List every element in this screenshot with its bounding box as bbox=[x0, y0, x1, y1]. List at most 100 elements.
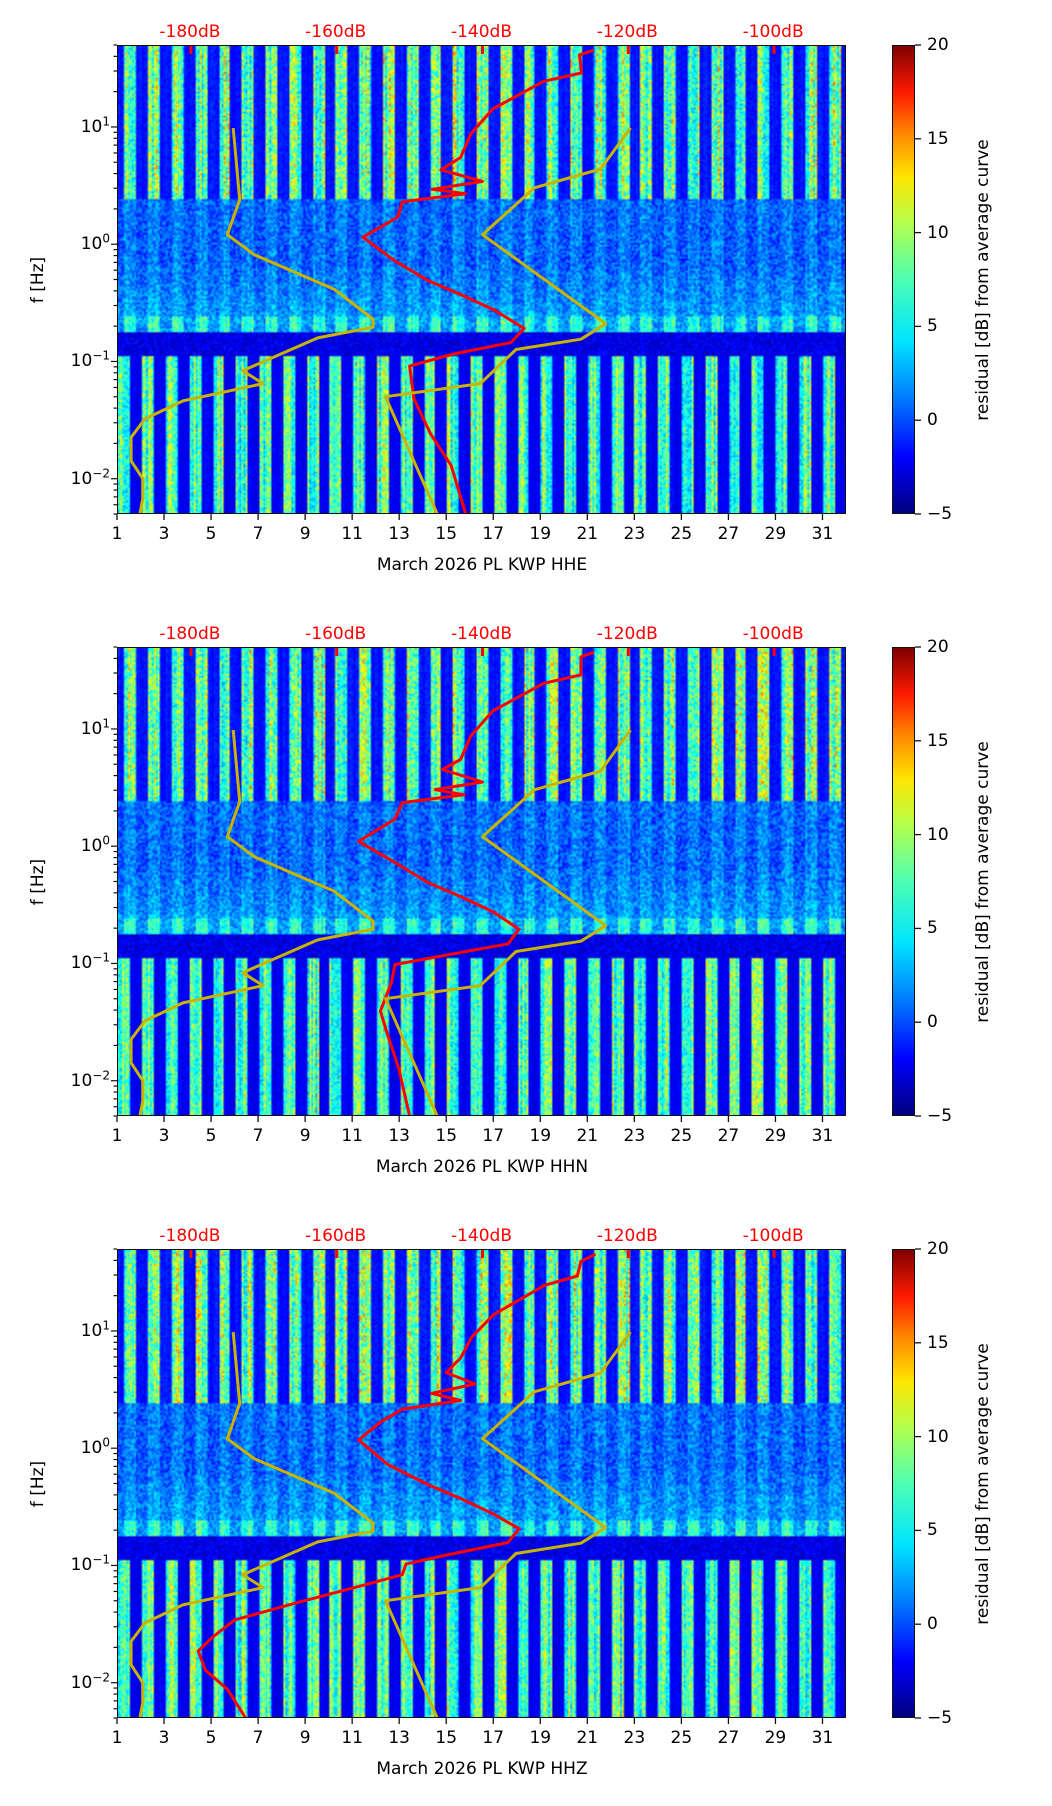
y-tick-base: 10 bbox=[80, 836, 103, 857]
top-axis-db-label: -140dB bbox=[450, 1226, 513, 1246]
y-tick-label: 10−2 bbox=[71, 466, 110, 489]
low-noise-model-line bbox=[129, 1331, 375, 1717]
y-tick-exponent: −2 bbox=[92, 1670, 110, 1685]
y-tick-base: 10 bbox=[70, 1672, 93, 1693]
average-curve-line bbox=[361, 48, 595, 513]
x-tick-label: 19 bbox=[529, 524, 552, 544]
spectrogram-plot-area bbox=[117, 45, 846, 514]
x-axis-label: March 2026 PL KWP HHZ bbox=[376, 1759, 588, 1779]
x-tick-label: 21 bbox=[576, 1728, 599, 1748]
low-noise-model-line bbox=[129, 127, 375, 513]
y-tick-label: 10−1 bbox=[71, 951, 110, 974]
colorbar-tick-label: −5 bbox=[927, 1708, 953, 1728]
chart-panel: -180dB -160dB -140dB -120dB -100dB 1 3 5 7 9 11 13 1… bbox=[0, 0, 1052, 602]
top-axis-db-label: -180dB bbox=[159, 22, 221, 42]
y-tick-exponent: 0 bbox=[102, 1435, 110, 1450]
chart-panel: -180dB -160dB -140dB -120dB -100dB 1 3 5 7 9 11 13 1… bbox=[0, 602, 1052, 1204]
spectrogram-plot-area bbox=[117, 647, 846, 1116]
top-axis-db-label: -100dB bbox=[742, 22, 804, 42]
x-tick-label: 5 bbox=[205, 524, 217, 544]
y-tick-base: 10 bbox=[70, 351, 93, 372]
y-tick-exponent: 1 bbox=[102, 1318, 110, 1333]
chart-panel: -180dB -160dB -140dB -120dB -100dB 1 3 5 7 9 11 13 1… bbox=[0, 1204, 1052, 1806]
x-tick-label: 29 bbox=[764, 524, 787, 544]
y-tick-base: 10 bbox=[70, 1070, 93, 1091]
y-tick-label: 100 bbox=[81, 232, 110, 255]
y-tick-exponent: −1 bbox=[92, 950, 110, 965]
y-tick-exponent: 0 bbox=[102, 231, 110, 246]
colorbar-tick-label: −5 bbox=[927, 1106, 953, 1126]
colorbar bbox=[892, 1249, 915, 1718]
x-tick-label: 1 bbox=[111, 1126, 123, 1146]
y-tick-label: 10−2 bbox=[71, 1670, 110, 1693]
x-tick-label: 25 bbox=[670, 524, 693, 544]
x-tick-label: 23 bbox=[623, 1126, 646, 1146]
y-tick-base: 10 bbox=[80, 1438, 103, 1459]
x-tick-label: 13 bbox=[388, 1126, 411, 1146]
x-tick-label: 15 bbox=[435, 1126, 458, 1146]
average-curve-line bbox=[196, 1252, 597, 1717]
y-tick-label: 10−2 bbox=[71, 1068, 110, 1091]
x-tick-label: 17 bbox=[482, 524, 505, 544]
colorbar bbox=[892, 45, 915, 514]
y-tick-exponent: 1 bbox=[102, 716, 110, 731]
x-tick-label: 5 bbox=[205, 1126, 217, 1146]
x-tick-label: 5 bbox=[205, 1728, 217, 1748]
high-noise-model-line bbox=[384, 729, 632, 1115]
x-tick-label: 7 bbox=[252, 1126, 264, 1146]
x-tick-label: 3 bbox=[158, 1728, 170, 1748]
y-tick-label: 101 bbox=[81, 716, 110, 739]
top-axis-db-label: -140dB bbox=[450, 624, 513, 644]
x-tick-label: 3 bbox=[158, 524, 170, 544]
colorbar-tick-label: 5 bbox=[927, 1520, 938, 1541]
x-tick-label: 31 bbox=[811, 1728, 834, 1748]
y-tick-label: 10−1 bbox=[71, 1553, 110, 1576]
x-tick-label: 27 bbox=[717, 1728, 740, 1748]
x-tick-label: 1 bbox=[111, 1728, 123, 1748]
colorbar bbox=[892, 647, 915, 1116]
y-axis-label: f [Hz] bbox=[28, 1460, 48, 1508]
x-tick-label: 15 bbox=[435, 524, 458, 544]
x-tick-label: 13 bbox=[388, 1728, 411, 1748]
y-tick-exponent: −2 bbox=[92, 466, 110, 481]
colorbar-tick-label: 5 bbox=[927, 918, 938, 939]
average-curve-line bbox=[357, 650, 595, 1115]
high-noise-model-line bbox=[384, 127, 632, 513]
colorbar-label: residual [dB] from average curve bbox=[973, 1343, 993, 1625]
x-tick-label: 15 bbox=[435, 1728, 458, 1748]
top-axis-db-label: -160dB bbox=[305, 624, 367, 644]
x-tick-label: 3 bbox=[158, 1126, 170, 1146]
y-tick-base: 10 bbox=[80, 719, 103, 740]
colorbar-tick-label: 10 bbox=[927, 824, 949, 845]
y-tick-exponent: −2 bbox=[92, 1068, 110, 1083]
x-tick-label: 9 bbox=[299, 524, 311, 544]
x-tick-label: 9 bbox=[299, 1728, 311, 1748]
y-tick-label: 10−1 bbox=[71, 349, 110, 372]
high-noise-model-line bbox=[384, 1331, 632, 1717]
x-tick-label: 27 bbox=[717, 524, 740, 544]
x-tick-label: 25 bbox=[670, 1728, 693, 1748]
colorbar-tick-label: 20 bbox=[927, 1239, 949, 1259]
colorbar-tick-label: 10 bbox=[927, 222, 949, 243]
spectrogram-plot-area bbox=[117, 1249, 846, 1718]
x-tick-label: 29 bbox=[764, 1728, 787, 1748]
colorbar-tick-label: 15 bbox=[927, 128, 949, 149]
x-tick-label: 23 bbox=[623, 1728, 646, 1748]
top-axis-db-label: -100dB bbox=[742, 1226, 804, 1246]
y-tick-base: 10 bbox=[80, 1321, 103, 1342]
y-tick-exponent: 0 bbox=[102, 833, 110, 848]
x-tick-label: 11 bbox=[341, 1126, 363, 1146]
top-axis-db-label: -180dB bbox=[159, 624, 221, 644]
curves-overlay bbox=[129, 1250, 776, 1717]
x-tick-label: 13 bbox=[388, 524, 411, 544]
x-tick-label: 29 bbox=[764, 1126, 787, 1146]
low-noise-model-line bbox=[129, 729, 375, 1115]
axis-ticks bbox=[111, 44, 921, 520]
y-tick-label: 100 bbox=[81, 1436, 110, 1459]
x-tick-label: 31 bbox=[811, 524, 834, 544]
y-tick-exponent: 1 bbox=[102, 114, 110, 129]
x-tick-label: 27 bbox=[717, 1126, 740, 1146]
x-tick-label: 21 bbox=[576, 524, 599, 544]
y-tick-base: 10 bbox=[80, 117, 103, 138]
top-axis-db-label: -140dB bbox=[450, 22, 513, 42]
